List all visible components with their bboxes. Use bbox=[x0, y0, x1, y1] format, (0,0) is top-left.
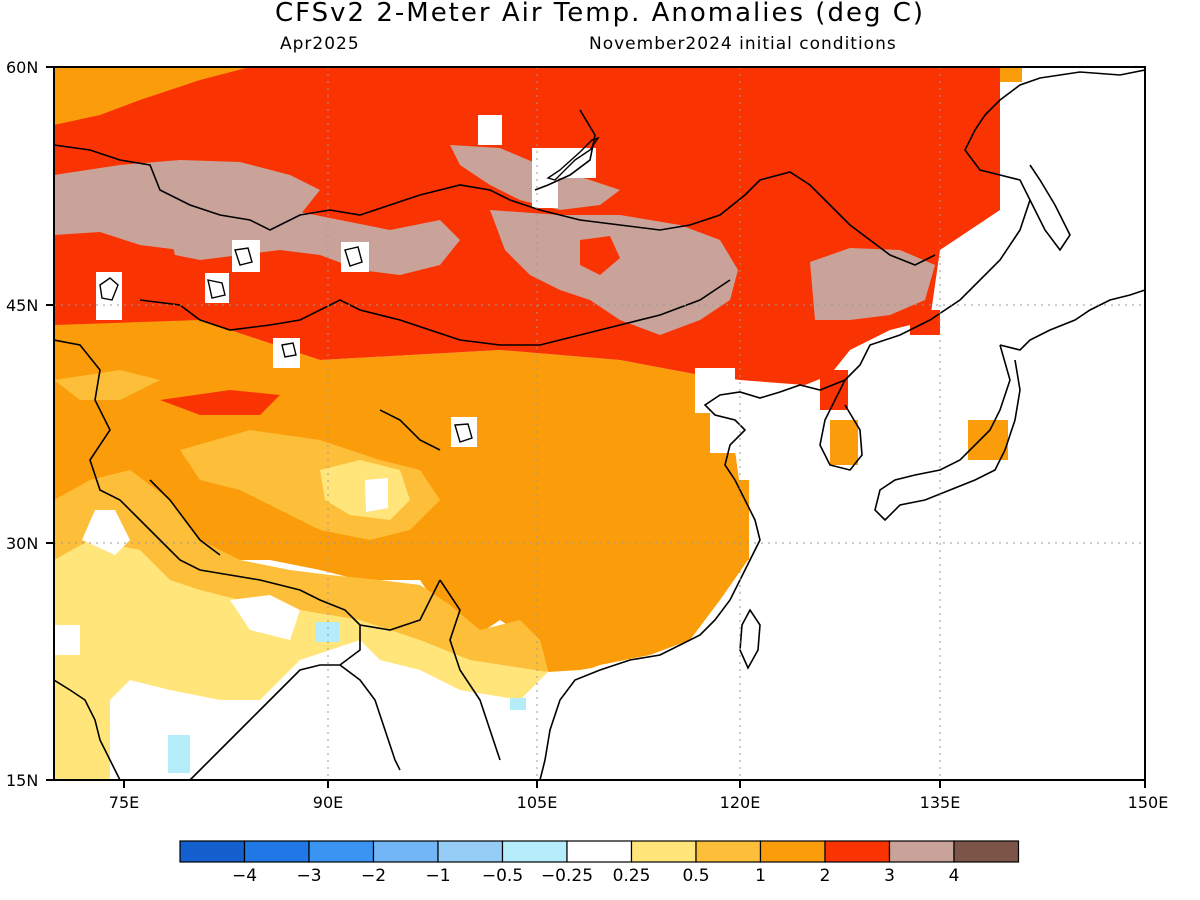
lakes bbox=[99, 136, 600, 443]
legend-swatch bbox=[759, 840, 826, 863]
coastal-cells bbox=[735, 67, 1022, 560]
forecast-month: Apr2025 bbox=[280, 34, 360, 54]
legend-label: −0.25 bbox=[541, 866, 593, 886]
legend-label: −3 bbox=[296, 866, 321, 886]
anomaly-field bbox=[54, 67, 1145, 780]
legend-label: −4 bbox=[232, 866, 257, 886]
map-frame bbox=[53, 66, 1146, 781]
legend-swatch bbox=[179, 840, 246, 863]
lat-label-60n: 60N bbox=[6, 58, 38, 77]
anomaly-neutral-region-tibet bbox=[365, 478, 388, 512]
legend-swatch bbox=[437, 840, 504, 863]
legend-swatch bbox=[630, 840, 697, 863]
anomaly-neutral-region-pakistan bbox=[82, 510, 130, 555]
lon-label-90e: 90E bbox=[313, 793, 343, 812]
legend-label: 3 bbox=[884, 866, 895, 886]
lat-label-30n: 30N bbox=[6, 534, 38, 553]
lon-label-150e: 150E bbox=[1128, 793, 1169, 812]
legend-swatch bbox=[308, 840, 375, 863]
legend-colorbar bbox=[179, 840, 1020, 863]
anomaly-0.5-1-region-north bbox=[54, 370, 160, 400]
legend-swatch bbox=[695, 840, 762, 863]
anomaly-3-4-region-east bbox=[490, 210, 738, 335]
anomaly-2-3-region-pocket bbox=[580, 236, 620, 275]
anomaly-2-3-region-south bbox=[160, 390, 280, 415]
initial-conditions: November2024 initial conditions bbox=[589, 34, 897, 54]
legend-label: 1 bbox=[755, 866, 766, 886]
legend-label: 0.5 bbox=[682, 866, 709, 886]
legend-swatch bbox=[243, 840, 310, 863]
legend-swatch bbox=[888, 840, 955, 863]
coastal-cells-red bbox=[820, 130, 1000, 410]
anomaly-3-4-region-central bbox=[170, 210, 460, 275]
legend-label: 2 bbox=[820, 866, 831, 886]
legend-label: −0.5 bbox=[482, 866, 523, 886]
legend-label: 0.25 bbox=[613, 866, 651, 886]
axis-ticks bbox=[46, 66, 1146, 788]
anomaly-1-2-region-nw bbox=[54, 67, 250, 125]
lat-label-45n: 45N bbox=[6, 296, 38, 315]
lat-label-15n: 15N bbox=[6, 771, 38, 790]
legend-labels: −4 −3 −2 −1 −0.5 −0.25 0.25 0.5 1 2 3 4 bbox=[232, 866, 959, 886]
legend-label: −2 bbox=[361, 866, 386, 886]
legend-swatch bbox=[501, 840, 568, 863]
legend-swatch bbox=[566, 840, 633, 863]
map-title: CFSv2 2-Meter Air Temp. Anomalies (deg C… bbox=[274, 0, 926, 28]
anomaly-neutral-region-bengal bbox=[230, 595, 300, 640]
anomaly-neutral-region-india bbox=[110, 640, 620, 780]
lon-label-135e: 135E bbox=[920, 793, 961, 812]
legend-swatch bbox=[372, 840, 439, 863]
legend-swatch bbox=[953, 840, 1020, 863]
anomaly-3-4-region-manchuria bbox=[810, 248, 935, 320]
legend-label: −1 bbox=[425, 866, 450, 886]
legend-label: 4 bbox=[949, 866, 960, 886]
coastlines bbox=[54, 69, 1145, 780]
legend-swatch bbox=[824, 840, 891, 863]
lon-label-120e: 120E bbox=[720, 793, 761, 812]
lon-label-105e: 105E bbox=[517, 793, 558, 812]
lon-label-75e: 75E bbox=[109, 793, 139, 812]
anomaly-cool-cells bbox=[168, 622, 526, 773]
